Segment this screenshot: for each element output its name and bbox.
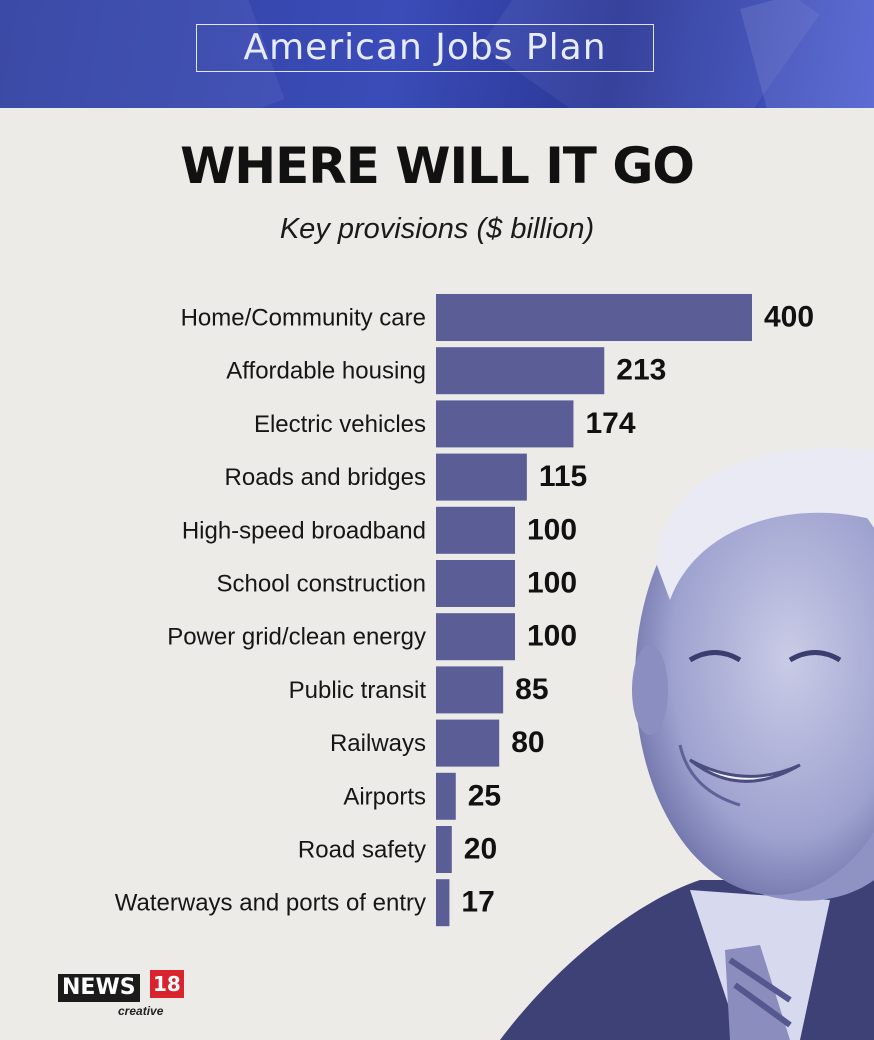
bar — [436, 347, 605, 395]
category-label: Waterways and ports of entry — [115, 890, 426, 917]
value-label: 400 — [764, 301, 814, 334]
header-title: American Jobs Plan — [243, 27, 607, 68]
category-label: High-speed broadband — [182, 517, 426, 544]
chart-title: WHERE WILL IT GO — [180, 137, 695, 195]
header-banner: American Jobs Plan — [0, 0, 874, 108]
bar — [436, 666, 504, 714]
category-label: Affordable housing — [226, 358, 426, 385]
value-label: 25 — [468, 779, 501, 812]
category-label: Road safety — [298, 837, 426, 864]
value-label: 115 — [539, 460, 587, 493]
value-label: 20 — [464, 833, 497, 866]
logo-brand: NEWS — [58, 974, 140, 1002]
logo-sub: creative — [118, 1004, 164, 1018]
bar — [436, 879, 450, 927]
category-label: School construction — [217, 571, 426, 598]
bar — [436, 772, 456, 820]
bar — [436, 826, 452, 873]
bar — [436, 294, 752, 341]
value-label: 100 — [527, 567, 577, 600]
category-label: Public transit — [289, 677, 427, 704]
bar — [436, 400, 574, 448]
category-label: Railways — [330, 730, 426, 757]
category-label: Electric vehicles — [254, 411, 426, 438]
news18-logo: NEWS 18 creative — [58, 970, 184, 1020]
bar — [436, 719, 500, 767]
bar — [436, 560, 515, 607]
category-label: Airports — [343, 783, 426, 810]
category-label: Home/Community care — [181, 305, 426, 332]
value-label: 100 — [527, 513, 577, 546]
chart-subtitle: Key provisions ($ billion) — [279, 213, 595, 245]
value-label: 17 — [461, 886, 494, 919]
bar — [436, 506, 515, 554]
logo-number: 18 — [150, 970, 184, 998]
value-label: 85 — [515, 673, 548, 706]
value-label: 174 — [585, 407, 635, 440]
value-label: 100 — [527, 620, 577, 653]
bar — [436, 613, 515, 661]
value-label: 213 — [616, 354, 666, 387]
category-label: Roads and bridges — [225, 464, 426, 491]
bar — [436, 453, 527, 501]
value-label: 80 — [511, 726, 544, 759]
category-label: Power grid/clean energy — [167, 624, 426, 651]
header-title-box: American Jobs Plan — [196, 24, 654, 72]
